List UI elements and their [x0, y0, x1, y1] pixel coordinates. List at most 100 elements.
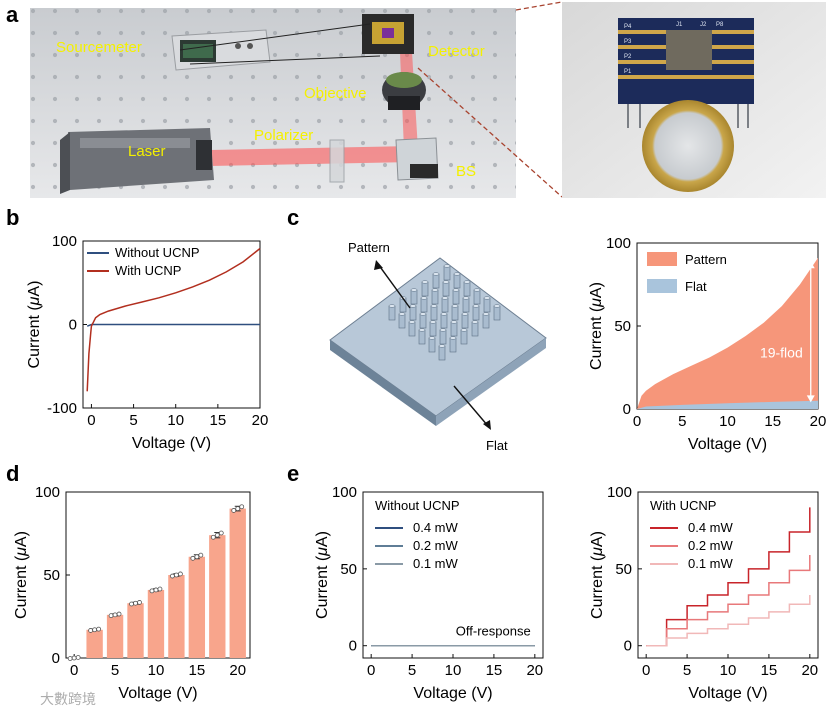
data-point [194, 554, 200, 560]
schematic-flat-label: Flat [486, 438, 508, 453]
chart-d-bars: 0 5 10 15 20 0 50 100 Voltage (V) Current (μA) [13, 484, 251, 702]
y-tick-label: 100 [52, 233, 77, 250]
y-axis-title: Current (μA) [13, 531, 30, 619]
x-tick-label: 0 [367, 662, 375, 679]
label-sourcemeter: Sourcemeter [56, 39, 142, 56]
fold-arrowhead-top [806, 261, 815, 269]
pillar-top [451, 304, 459, 308]
pillar [453, 273, 461, 289]
x-tick-label: 5 [408, 662, 416, 679]
panel-label-b: b [6, 205, 19, 230]
legend-label: Without UCNP [115, 245, 200, 260]
cable-1 [179, 23, 371, 51]
zoom-connector-bottom [417, 67, 563, 198]
x-tick-label: 15 [210, 412, 227, 429]
data-point [173, 572, 179, 578]
pillar-top [388, 304, 396, 308]
legend-swatch [647, 252, 677, 266]
pillar-top [429, 320, 437, 324]
pillar-top [462, 296, 470, 300]
y-tick-label: 50 [615, 561, 632, 578]
series-line-with-ucnp [86, 247, 261, 392]
coin [642, 100, 734, 192]
pillar-top [410, 288, 418, 292]
y-axis-title-suffix: A) [588, 282, 605, 298]
x-tick-label: 15 [761, 662, 778, 679]
data-point [198, 552, 204, 558]
y-axis-title-mu: μ [26, 296, 43, 306]
data-point [239, 504, 245, 510]
pillar [483, 297, 491, 313]
data-point [190, 555, 196, 561]
data-point [75, 655, 81, 660]
pillar-top [431, 288, 439, 292]
legend-label: 0.4 mW [688, 520, 734, 535]
data-point [149, 588, 155, 594]
pillar-top [438, 344, 446, 348]
y-tick-label: 100 [606, 235, 631, 252]
pillar [461, 313, 469, 329]
pin-label-p8: P8 [716, 22, 724, 28]
x-tick-label: 20 [229, 662, 246, 679]
pillar [421, 281, 429, 297]
x-tick-label: 0 [633, 413, 641, 430]
legend-label: 0.1 mW [413, 556, 459, 571]
pillar [449, 337, 457, 353]
legend-label: 0.2 mW [413, 538, 459, 553]
data-point [116, 611, 122, 617]
x-tick-label: 15 [486, 662, 503, 679]
area-pattern [637, 257, 818, 409]
flat-arrowhead [483, 420, 491, 430]
data-point [88, 628, 94, 633]
pillar [463, 281, 471, 297]
pillar-top [463, 280, 471, 284]
data-point [231, 508, 237, 513]
pillar [428, 337, 436, 353]
pillar-top [449, 336, 457, 340]
y-axis-title: Current (μA) [26, 281, 43, 369]
y-tick-label: 0 [624, 638, 632, 655]
data-point [96, 626, 102, 632]
x-tick-label: 20 [252, 412, 269, 429]
label-polarizer: Polarizer [254, 127, 313, 144]
series-line [646, 595, 811, 647]
x-tick-label: 20 [526, 662, 543, 679]
x-tick-label: 20 [810, 413, 827, 430]
pillar [418, 329, 426, 345]
x-axis-title: Voltage (V) [132, 435, 211, 452]
pillar-top [441, 296, 449, 300]
legend-label: With UCNP [115, 263, 181, 278]
y-tick-label: 100 [332, 484, 357, 501]
pillar-top [442, 280, 450, 284]
y-axis-title-prefix: Current ( [314, 555, 331, 619]
x-tick-label: 5 [683, 662, 691, 679]
pillar [460, 329, 468, 345]
pillar-top [420, 296, 428, 300]
y-axis-title-suffix: A) [13, 531, 30, 547]
pin-label-p4: P4 [624, 24, 632, 30]
y-tick-label: 50 [614, 318, 631, 335]
data-point [108, 613, 114, 619]
sourcemeter-device [171, 29, 271, 71]
legend-title: With UCNP [650, 498, 716, 513]
pillar-top [418, 328, 426, 332]
pillar [493, 305, 501, 321]
y-axis-title-suffix: A) [589, 531, 606, 547]
pillar-top [428, 336, 436, 340]
chart-e-with-ucnp: 0 5 10 15 20 0 50 100 Voltage (V) Current (μA) 0.4… [589, 484, 819, 702]
panel-label-e: e [287, 461, 299, 486]
data-point [235, 506, 241, 512]
pillar-top [452, 288, 460, 292]
fold-annotation: 19-flod [760, 345, 803, 361]
zoom-connector-top [515, 1, 563, 11]
pillar [451, 305, 459, 321]
pillar [482, 313, 490, 329]
bar [209, 535, 226, 658]
pillar [408, 321, 416, 337]
y-tick-label: -100 [47, 400, 77, 417]
pillar [439, 329, 447, 345]
pin-label-j2: J2 [700, 22, 707, 28]
panel-label-d: d [6, 461, 19, 486]
y-axis-title-suffix: A) [26, 281, 43, 297]
series-line [646, 507, 811, 647]
